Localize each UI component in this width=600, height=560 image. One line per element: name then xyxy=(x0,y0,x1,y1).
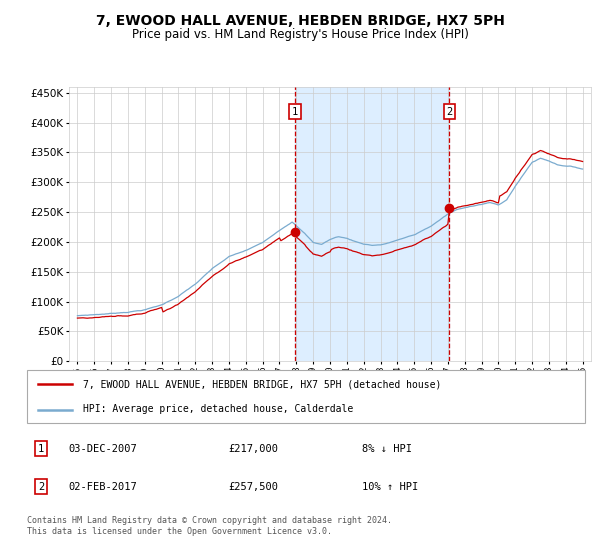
Text: 02-FEB-2017: 02-FEB-2017 xyxy=(69,482,137,492)
Text: 2: 2 xyxy=(446,107,452,117)
Text: Price paid vs. HM Land Registry's House Price Index (HPI): Price paid vs. HM Land Registry's House … xyxy=(131,28,469,41)
Text: 1: 1 xyxy=(38,444,44,454)
Text: 1: 1 xyxy=(292,107,298,117)
Text: £217,000: £217,000 xyxy=(228,444,278,454)
Text: 10% ↑ HPI: 10% ↑ HPI xyxy=(362,482,418,492)
Bar xyxy=(295,87,449,361)
Text: 03-DEC-2007: 03-DEC-2007 xyxy=(69,444,137,454)
Text: £257,500: £257,500 xyxy=(228,482,278,492)
Text: 8% ↓ HPI: 8% ↓ HPI xyxy=(362,444,412,454)
Text: 7, EWOOD HALL AVENUE, HEBDEN BRIDGE, HX7 5PH (detached house): 7, EWOOD HALL AVENUE, HEBDEN BRIDGE, HX7… xyxy=(83,380,441,390)
Text: Contains HM Land Registry data © Crown copyright and database right 2024.
This d: Contains HM Land Registry data © Crown c… xyxy=(27,516,392,536)
Text: 2: 2 xyxy=(38,482,44,492)
Text: 7, EWOOD HALL AVENUE, HEBDEN BRIDGE, HX7 5PH: 7, EWOOD HALL AVENUE, HEBDEN BRIDGE, HX7… xyxy=(95,14,505,28)
Text: HPI: Average price, detached house, Calderdale: HPI: Average price, detached house, Cald… xyxy=(83,404,353,414)
